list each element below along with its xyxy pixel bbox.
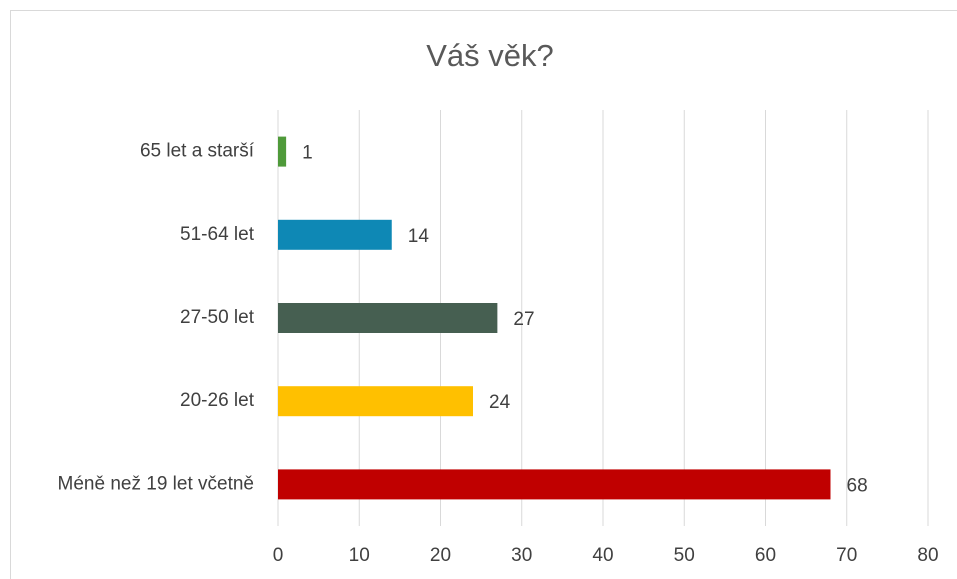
x-tick-label: 40 — [592, 545, 613, 566]
x-tick-label: 80 — [917, 545, 938, 566]
chart-title: Váš věk? — [426, 38, 554, 73]
bar — [278, 303, 498, 333]
x-tick-label: 10 — [349, 545, 370, 566]
x-tick-label: 30 — [511, 545, 532, 566]
y-tick-label: Méně než 19 let včetně — [58, 473, 254, 494]
y-tick-label: 65 let a starší — [140, 141, 255, 162]
y-tick-label: 51-64 let — [180, 224, 255, 245]
data-label: 14 — [408, 226, 430, 247]
bar — [278, 469, 831, 500]
y-tick-label: 20-26 let — [180, 390, 255, 411]
x-tick-label: 50 — [674, 545, 695, 566]
bar — [278, 136, 287, 167]
x-tick-label: 60 — [755, 545, 776, 566]
x-tick-label: 20 — [430, 545, 451, 566]
x-tick-label: 0 — [273, 545, 284, 566]
bar — [278, 386, 473, 417]
data-label: 68 — [847, 475, 868, 496]
data-label: 24 — [489, 392, 511, 413]
data-label: 27 — [513, 309, 534, 330]
x-tick-label: 70 — [836, 545, 857, 566]
data-label: 1 — [302, 143, 313, 164]
bar — [278, 219, 392, 250]
y-tick-label: 27-50 let — [180, 307, 255, 328]
